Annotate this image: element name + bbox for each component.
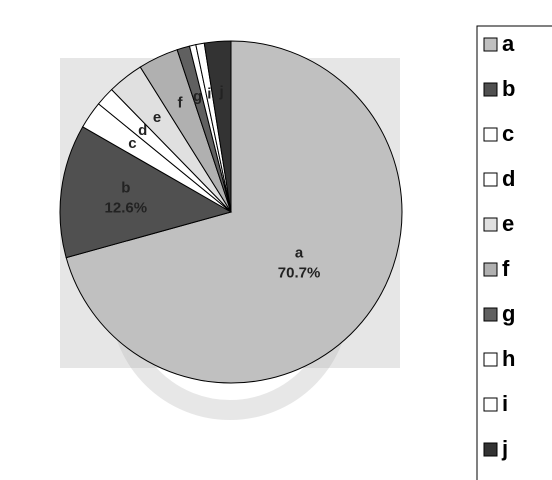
- slice-value-label: 12.6%: [105, 200, 148, 217]
- legend-label: e: [502, 211, 514, 236]
- slice-label: d: [138, 122, 147, 139]
- slice-label: b: [121, 180, 130, 197]
- legend-swatch: [483, 352, 498, 367]
- slice-label: j: [219, 84, 224, 101]
- legend-swatch: [483, 172, 498, 187]
- slice-label: c: [128, 135, 136, 152]
- legend-swatch: [483, 397, 498, 412]
- legend-label: c: [502, 121, 514, 146]
- slice-value-label: 70.7%: [278, 265, 321, 282]
- legend-label: a: [502, 31, 515, 56]
- pie-slice: [59, 126, 233, 259]
- legend-swatch: [483, 442, 498, 457]
- legend-swatch: [483, 262, 498, 277]
- legend-swatch: [483, 217, 498, 232]
- legend-label: f: [502, 256, 510, 281]
- slice-label: f: [178, 95, 184, 112]
- legend-label: d: [502, 166, 515, 191]
- legend-label: i: [502, 391, 508, 416]
- legend-label: h: [502, 346, 515, 371]
- legend-swatch: [483, 37, 498, 52]
- slice-label: g: [193, 88, 202, 105]
- pie-slice: [203, 40, 232, 213]
- legend-swatch: [483, 307, 498, 322]
- slice-label: i: [207, 85, 211, 102]
- slice-label: e: [153, 109, 161, 126]
- legend-label: b: [502, 76, 515, 101]
- pie-slice: [65, 40, 403, 384]
- legend-swatch: [483, 82, 498, 97]
- legend-label: j: [501, 436, 508, 461]
- legend-swatch: [483, 127, 498, 142]
- legend-label: g: [502, 301, 515, 326]
- slice-label: a: [295, 245, 304, 262]
